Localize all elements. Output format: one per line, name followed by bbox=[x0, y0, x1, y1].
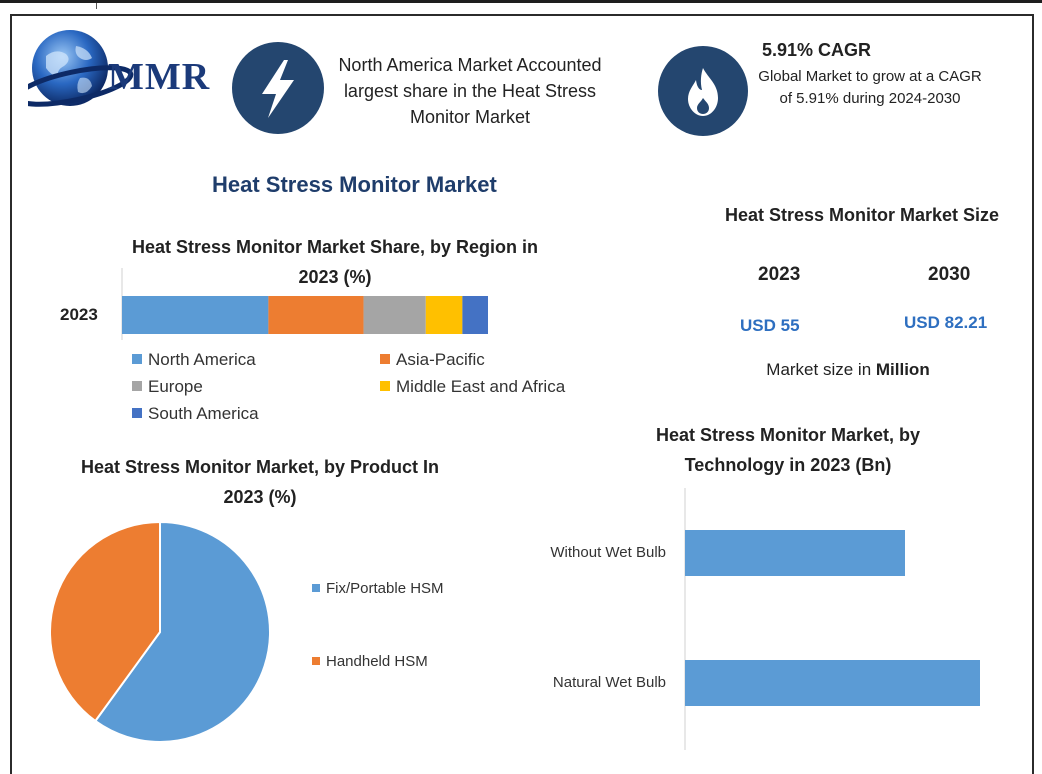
cagr-text: Global Market to grow at a CAGR of 5.91%… bbox=[758, 68, 982, 107]
pie-legend-handheld-hsm: Handheld HSM bbox=[312, 653, 428, 670]
legend-swatch bbox=[312, 657, 320, 665]
tech-category-label: Without Wet Bulb bbox=[550, 544, 666, 561]
value-2023: USD 55 bbox=[740, 316, 800, 335]
cagr-title: 5.91% CAGR bbox=[762, 40, 872, 60]
legend-swatch bbox=[132, 354, 142, 364]
region-bar-europe bbox=[363, 296, 426, 334]
flame-badge bbox=[658, 46, 748, 136]
legend-south-america: South America bbox=[132, 404, 259, 424]
region-category-label: 2023 bbox=[60, 305, 98, 324]
tech-bar-natural-wet-bulb bbox=[685, 660, 980, 706]
legend-north-america: North America bbox=[132, 350, 256, 370]
legend-label: South America bbox=[148, 404, 259, 423]
region-bar-asia-pacific bbox=[268, 296, 364, 334]
brand-logo-text: MMR bbox=[108, 56, 211, 98]
legend-swatch bbox=[312, 584, 320, 592]
top-tick bbox=[96, 3, 97, 9]
region-chart: 2023 bbox=[60, 268, 488, 340]
legend-label: North America bbox=[148, 350, 256, 369]
unit-note: Market size in Million bbox=[700, 360, 996, 380]
highlight-text: North America Market Accounted largest s… bbox=[338, 55, 602, 127]
lightning-badge bbox=[232, 42, 324, 134]
flame-icon bbox=[688, 68, 718, 116]
legend-label: Fix/Portable HSM bbox=[326, 580, 444, 597]
legend-label: Asia-Pacific bbox=[396, 350, 485, 369]
technology-bar-chart bbox=[684, 488, 980, 750]
legend-swatch bbox=[380, 354, 390, 364]
unit-strong: Million bbox=[875, 360, 930, 379]
legend-asia-pacific: Asia-Pacific bbox=[380, 350, 485, 370]
pie-slice-fix-portable-hsm bbox=[93, 520, 271, 743]
legend-swatch bbox=[132, 381, 142, 391]
legend-label: Handheld HSM bbox=[326, 653, 428, 670]
pie-slice-handheld-hsm bbox=[49, 520, 161, 723]
infographic-frame bbox=[10, 14, 1034, 774]
value-2030: USD 82.21 bbox=[904, 313, 988, 332]
year-2030-label: 2030 bbox=[928, 264, 971, 285]
size-title: Heat Stress Monitor Market Size bbox=[724, 205, 1000, 225]
region-bar-south-america bbox=[462, 296, 488, 334]
globe-logo-icon bbox=[28, 30, 134, 107]
legend-swatch bbox=[380, 381, 390, 391]
top-border bbox=[0, 0, 1042, 3]
year-2023-label: 2023 bbox=[758, 264, 801, 285]
region-bar-middle-east-and-africa bbox=[425, 296, 463, 334]
tech-category-label: Natural Wet Bulb bbox=[552, 674, 666, 691]
legend-middle-east-and-africa: Middle East and Africa bbox=[380, 377, 565, 397]
lightning-icon bbox=[262, 60, 294, 118]
legend-label: Europe bbox=[148, 377, 203, 396]
legend-europe: Europe bbox=[132, 377, 203, 397]
region-chart-title: Heat Stress Monitor Market Share, by Reg… bbox=[131, 237, 539, 287]
legend-label: Middle East and Africa bbox=[396, 377, 566, 396]
pie-legend-fix-portable-hsm: Fix/Portable HSM bbox=[312, 580, 444, 597]
technology-chart-title: Heat Stress Monitor Market, by Technolog… bbox=[655, 425, 921, 475]
tech-bar-without-wet-bulb bbox=[685, 530, 905, 576]
product-pie-chart bbox=[49, 520, 271, 743]
legend-swatch bbox=[132, 408, 142, 418]
product-chart-title: Heat Stress Monitor Market, by Product I… bbox=[80, 457, 440, 507]
unit-prefix: Market size in bbox=[766, 360, 876, 379]
region-bar-north-america bbox=[122, 296, 269, 334]
main-title: Heat Stress Monitor Market bbox=[212, 172, 497, 197]
